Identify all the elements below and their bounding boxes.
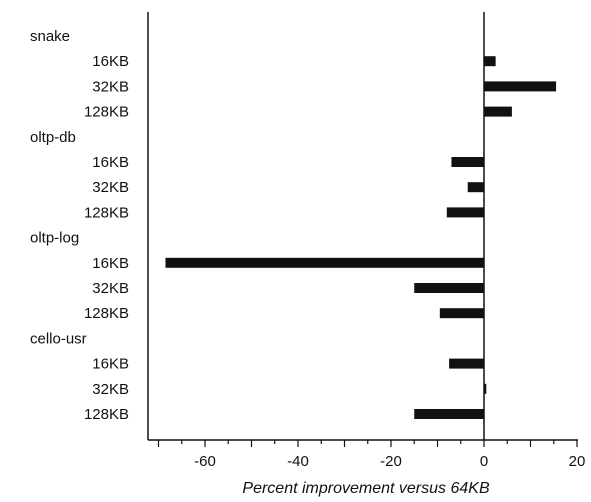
bar (451, 157, 484, 167)
x-tick-label: -20 (380, 453, 402, 470)
category-label: 16KB (92, 53, 129, 70)
group-label: snake (30, 28, 70, 45)
category-labels: snake 16KB 32KB 128KB oltp-db 16KB 32KB 128KB ol… (30, 28, 129, 423)
group-label: oltp-db (30, 129, 76, 146)
axes (147, 12, 578, 441)
x-tick-label: 20 (569, 453, 586, 470)
category-label: 16KB (92, 255, 129, 272)
bar (414, 283, 484, 293)
x-tick-label: -40 (287, 453, 309, 470)
category-label: 32KB (92, 381, 129, 398)
bar (467, 182, 484, 193)
bar (484, 106, 512, 117)
bar (449, 358, 484, 369)
bar (446, 207, 484, 218)
bar (414, 409, 484, 419)
group-label: cello-usr (30, 330, 87, 347)
bar (165, 257, 484, 268)
x-tick-label: -60 (194, 453, 216, 470)
x-ticks: -60 -40 -20 0 20 (157, 440, 586, 470)
bar (439, 308, 484, 319)
category-label: 32KB (92, 78, 129, 95)
category-label: 16KB (92, 356, 129, 373)
bar (484, 81, 557, 92)
x-tick-label: 0 (480, 453, 488, 470)
category-label: 16KB (92, 154, 129, 171)
bar (484, 383, 487, 394)
category-label: 128KB (84, 406, 129, 423)
category-label: 32KB (92, 179, 129, 196)
x-axis-label: Percent improvement versus 64KB (242, 480, 490, 497)
bars (165, 56, 557, 419)
category-label: 128KB (84, 305, 129, 322)
bar (484, 56, 496, 67)
category-label: 32KB (92, 280, 129, 297)
group-label: oltp-log (30, 230, 79, 247)
category-label: 128KB (84, 104, 129, 121)
category-label: 128KB (84, 204, 129, 221)
